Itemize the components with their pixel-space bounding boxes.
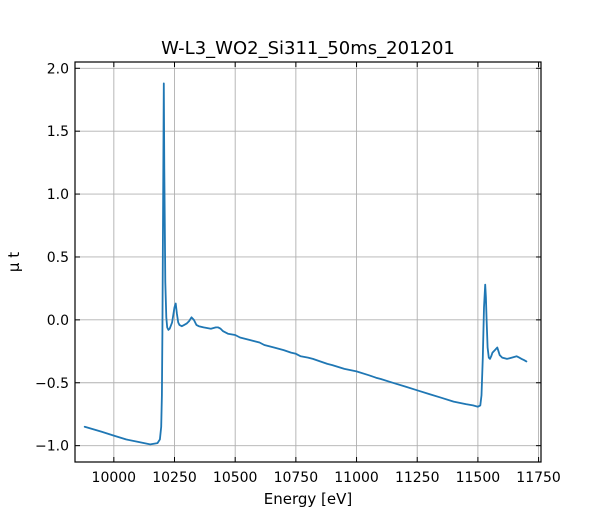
y-tick-label: −0.5	[35, 376, 69, 392]
x-tick-label: 11250	[395, 470, 440, 486]
x-tick-label: 11500	[456, 470, 501, 486]
x-tick-label: 10000	[92, 470, 137, 486]
x-tick-label: 10500	[213, 470, 258, 486]
series-line-0	[83, 82, 528, 446]
y-tick-label: 0.5	[47, 250, 69, 266]
data-series	[83, 82, 528, 446]
y-tick-label: 1.0	[47, 187, 69, 203]
y-tick-label: 1.5	[47, 124, 69, 140]
chart-title: W-L3_WO2_Si311_50ms_201201	[161, 38, 455, 59]
grid-lines	[75, 62, 541, 462]
y-tick-label: −1.0	[35, 439, 69, 455]
y-axis-label: μ t	[5, 252, 23, 272]
x-tick-label: 10750	[274, 470, 319, 486]
x-tick-label: 11750	[516, 470, 561, 486]
y-tick-label: 0.0	[47, 313, 69, 329]
y-axis-ticks: −1.0 −0.5 0.0 0.5 1.0 1.5 2.0	[35, 61, 541, 455]
x-tick-label: 11000	[334, 470, 379, 486]
y-tick-label: 2.0	[47, 61, 69, 77]
plot-frame	[74, 61, 542, 463]
x-tick-label: 10250	[152, 470, 197, 486]
x-axis-label: Energy [eV]	[264, 490, 352, 508]
x-axis-ticks: 10000 10250 10500 10750 11000 11250 11500 11750	[92, 62, 561, 486]
